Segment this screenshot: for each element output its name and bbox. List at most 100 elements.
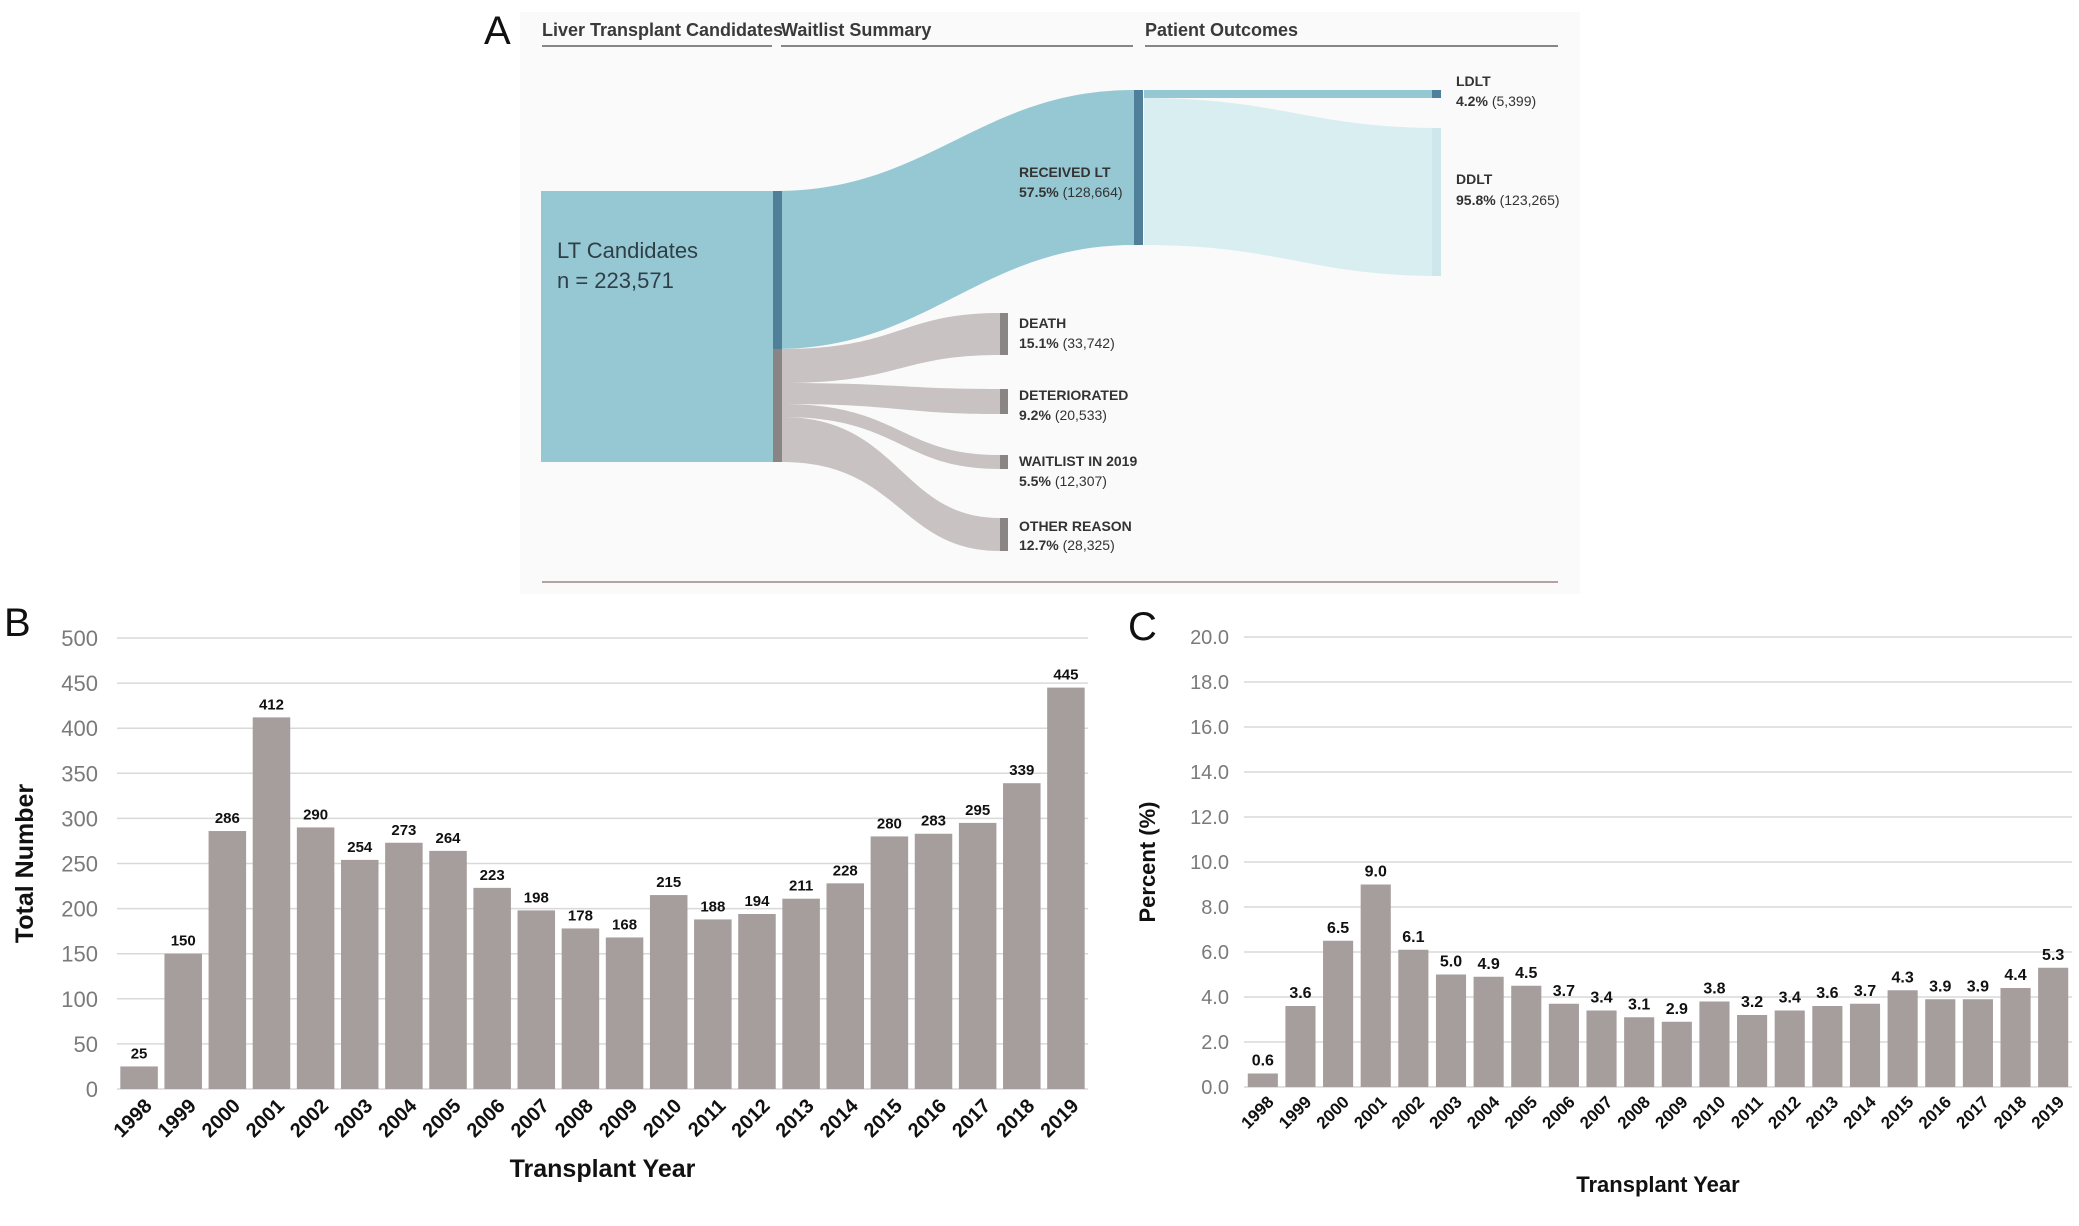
flow-deteriorated xyxy=(782,383,1000,414)
chart0-data-label: 178 xyxy=(568,907,593,924)
flow-death xyxy=(782,313,1000,383)
chart1-bar xyxy=(1586,1010,1617,1087)
chart0-bar xyxy=(914,833,953,1089)
chart1-xtick-label: 1998 xyxy=(1237,1092,1277,1132)
chart0-data-label: 412 xyxy=(259,696,284,713)
sankey-header-outcomes: Patient Outcomes xyxy=(1145,20,1298,40)
chart1-data-label: 5.3 xyxy=(2042,947,2064,964)
chart1-xtick-label: 2013 xyxy=(1802,1092,1842,1132)
node-waitlist-other-bar xyxy=(773,349,782,462)
chart0-bar xyxy=(252,717,291,1089)
ddlt-label: DDLT xyxy=(1456,171,1493,187)
chart0-data-label: 339 xyxy=(1009,762,1034,779)
chart0-data-label: 215 xyxy=(656,874,681,891)
chart1-bar xyxy=(1511,985,1542,1087)
chart1-xtick-label: 2015 xyxy=(1877,1092,1917,1132)
flow-ddlt xyxy=(1144,98,1440,276)
ddlt-pct: 95.8% xyxy=(1456,192,1496,208)
chart1-data-label: 3.6 xyxy=(1816,985,1838,1002)
chart1-data-label: 3.7 xyxy=(1553,983,1575,1000)
chart1-bar xyxy=(1435,974,1467,1087)
chart1-ytick-label: 18.0 xyxy=(1190,672,1229,694)
ldlt-label: LDLT xyxy=(1456,73,1491,89)
chart0-xtick-label: 2017 xyxy=(948,1095,995,1142)
outcome-deteriorated-count: (20,533) xyxy=(1055,407,1107,423)
chart1-xtick-label: 2010 xyxy=(1689,1092,1729,1132)
sankey-header-waitlist: Waitlist Summary xyxy=(781,20,931,40)
chart1-bar xyxy=(1887,990,1918,1087)
chart1-bar xyxy=(1737,1015,1768,1087)
chart0-xaxis-title: Transplant Year xyxy=(510,1155,696,1183)
chart1-data-label: 3.2 xyxy=(1741,994,1763,1011)
chart0-bar xyxy=(164,953,202,1089)
chart0-xtick-label: 2011 xyxy=(684,1095,730,1141)
node-death xyxy=(1000,313,1008,355)
chart0-bar xyxy=(340,859,379,1089)
outcome-deteriorated-value: 9.2% (20,533) xyxy=(1019,407,1107,423)
chart0-bar xyxy=(649,895,688,1089)
chart1-bar xyxy=(1247,1073,1278,1087)
chart1-ytick-label: 4.0 xyxy=(1201,987,1229,1009)
chart1-ytick-label: 12.0 xyxy=(1190,807,1229,829)
chart1-data-label: 3.7 xyxy=(1854,983,1876,1000)
chart1-bar xyxy=(1398,949,1429,1087)
chart1-data-label: 4.5 xyxy=(1515,965,1537,982)
node-lt-candidates xyxy=(541,191,775,462)
chart1-xtick-label: 2011 xyxy=(1727,1092,1767,1132)
chart1-xtick-label: 2012 xyxy=(1764,1092,1804,1132)
chart0-data-label: 254 xyxy=(347,839,373,856)
chart0-xtick-label: 2015 xyxy=(860,1095,907,1142)
received-value: 57.5% (128,664) xyxy=(1019,184,1123,200)
node-other-reason xyxy=(1000,518,1008,551)
chart1-data-label: 3.9 xyxy=(1929,978,1951,995)
chart1-xtick-label: 2005 xyxy=(1501,1092,1541,1132)
chart0-bar xyxy=(782,898,820,1089)
chart0-xtick-label: 2006 xyxy=(463,1095,510,1142)
chart0-data-label: 295 xyxy=(965,802,990,819)
chart1-data-label: 2.9 xyxy=(1666,1001,1688,1018)
panel-b-letter: B xyxy=(4,601,31,645)
chart1-data-label: 3.4 xyxy=(1590,990,1612,1007)
chart1-bar xyxy=(1962,999,1993,1087)
outcome-other-count: (28,325) xyxy=(1063,537,1115,553)
node-waitlist-received-bar xyxy=(773,191,782,349)
chart1-bar xyxy=(1323,940,1354,1087)
chart0-data-label: 194 xyxy=(744,893,770,910)
chart1-bar xyxy=(1548,1003,1579,1087)
chart1-data-label: 4.3 xyxy=(1892,969,1914,986)
panel-a: A Liver Transplant Candidates Waitlist S… xyxy=(484,9,1580,594)
chart1-bar xyxy=(1699,1001,1730,1087)
chart1-xtick-label: 2001 xyxy=(1350,1092,1390,1132)
chart1-data-label: 0.6 xyxy=(1252,1053,1274,1070)
chart1-xtick-label: 1999 xyxy=(1275,1092,1315,1132)
chart1-bar xyxy=(1360,884,1391,1087)
chart0-xtick-label: 2008 xyxy=(551,1095,598,1142)
source-label: LT Candidates xyxy=(557,238,698,263)
chart0-data-label: 198 xyxy=(524,889,549,906)
panel-a-letter: A xyxy=(484,9,511,53)
node-ldlt xyxy=(1432,90,1441,98)
chart0-bar xyxy=(429,850,467,1089)
chart0-bar xyxy=(208,831,247,1089)
received-pct: 57.5% xyxy=(1019,184,1059,200)
chart0-bar xyxy=(958,822,997,1089)
chart1-bar xyxy=(1925,999,1956,1087)
flow-other-reason xyxy=(782,417,1000,551)
chart1-xtick-label: 2004 xyxy=(1463,1092,1504,1133)
chart0-xtick-label: 1998 xyxy=(110,1095,157,1142)
chart1-ytick-label: 0.0 xyxy=(1201,1077,1229,1099)
chart0-xtick-label: 2019 xyxy=(1036,1095,1083,1142)
chart0-xtick-label: 2005 xyxy=(419,1095,466,1142)
chart0-ytick-label: 450 xyxy=(61,671,98,696)
ldlt-pct: 4.2% xyxy=(1456,93,1488,109)
chart0-data-label: 273 xyxy=(391,822,416,839)
chart1-bar xyxy=(1849,1003,1881,1087)
source-n: n = 223,571 xyxy=(557,268,674,293)
received-label: RECEIVED LT xyxy=(1019,164,1111,180)
chart1-bar xyxy=(1285,1006,1316,1087)
chart0-data-label: 168 xyxy=(612,916,637,933)
node-waitlist-2019 xyxy=(1000,455,1008,469)
chart0-ytick-label: 400 xyxy=(61,716,98,741)
chart1-data-label: 3.4 xyxy=(1779,990,1801,1007)
chart1-data-label: 3.1 xyxy=(1628,996,1650,1013)
